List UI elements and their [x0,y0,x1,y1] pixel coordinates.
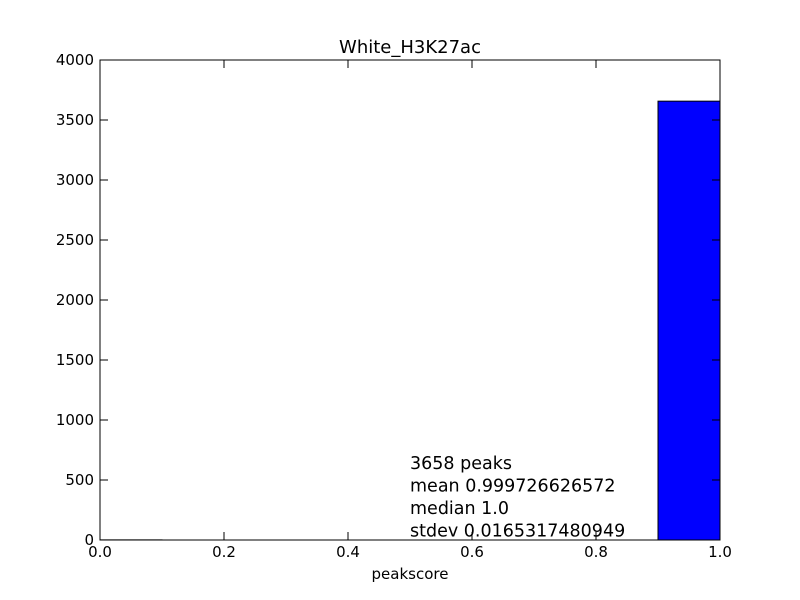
chart-title: White_H3K27ac [339,37,481,58]
x-tick-label: 0.2 [212,543,236,561]
bars-group [99,100,721,541]
y-tick-label: 4000 [56,51,94,69]
y-tick-label: 1000 [56,411,94,429]
stats-annotation-line: 3658 peaks [410,454,512,474]
y-axis-ticks: 0 500 1000 1500 2000 2500 3000 3500 4000 [56,51,720,549]
y-tick-label: 0 [84,531,94,549]
x-tick-label: 0.4 [336,543,360,561]
y-tick-label: 500 [65,471,94,489]
x-tick-label: 0.6 [460,543,484,561]
x-tick-label: 0.0 [88,543,112,561]
x-axis-label: peakscore [372,565,449,583]
y-tick-label: 3000 [56,171,94,189]
histogram-bar [657,100,721,541]
y-tick-label: 1500 [56,351,94,369]
y-tick-label: 2000 [56,291,94,309]
stats-annotation-line: mean 0.999726626572 [410,477,616,497]
y-tick-label: 2500 [56,231,94,249]
x-axis-ticks: 0.0 0.2 0.4 0.6 0.8 1.0 [88,60,732,561]
stats-annotation-line: median 1.0 [410,499,509,519]
stats-annotation-line: stdev 0.0165317480949 [410,522,625,542]
x-tick-label: 0.8 [584,543,608,561]
y-tick-label: 3500 [56,111,94,129]
x-tick-label: 1.0 [708,543,732,561]
